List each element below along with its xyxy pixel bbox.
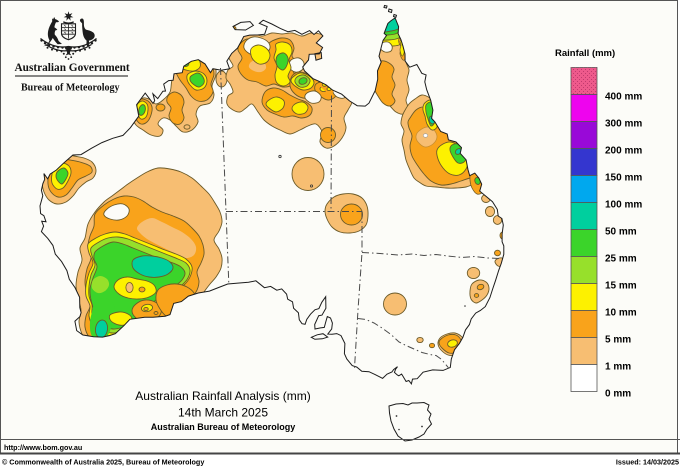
svg-text:300 mm: 300 mm: [605, 119, 642, 130]
svg-text:0 mm: 0 mm: [605, 389, 631, 400]
svg-text:© Commonwealth of Australia 20: © Commonwealth of Australia 2025, Bureau…: [2, 458, 204, 467]
svg-text:15 mm: 15 mm: [605, 281, 637, 292]
svg-text:50 mm: 50 mm: [605, 227, 637, 238]
svg-text:Rainfall (mm): Rainfall (mm): [555, 48, 615, 59]
svg-text:5 mm: 5 mm: [605, 335, 631, 346]
svg-text:1 mm: 1 mm: [605, 362, 631, 373]
svg-text:Australian Bureau of Meteorolo: Australian Bureau of Meteorology: [151, 422, 296, 432]
svg-text:Issued: 14/03/2025: Issued: 14/03/2025: [616, 458, 679, 467]
svg-text:25 mm: 25 mm: [605, 254, 637, 265]
svg-text:10 mm: 10 mm: [605, 308, 637, 319]
svg-text:Bureau of Meteorology: Bureau of Meteorology: [21, 83, 120, 94]
svg-text:200 mm: 200 mm: [605, 146, 642, 157]
svg-text:100 mm: 100 mm: [605, 200, 642, 211]
svg-text:14th March 2025: 14th March 2025: [178, 406, 268, 420]
svg-text:150 mm: 150 mm: [605, 173, 642, 184]
svg-text:http://www.bom.gov.au: http://www.bom.gov.au: [4, 443, 82, 452]
svg-text:400 mm: 400 mm: [605, 92, 642, 103]
svg-text:Australian Rainfall Analysis (: Australian Rainfall Analysis (mm): [135, 389, 310, 403]
svg-text:Australian Government: Australian Government: [15, 62, 130, 74]
